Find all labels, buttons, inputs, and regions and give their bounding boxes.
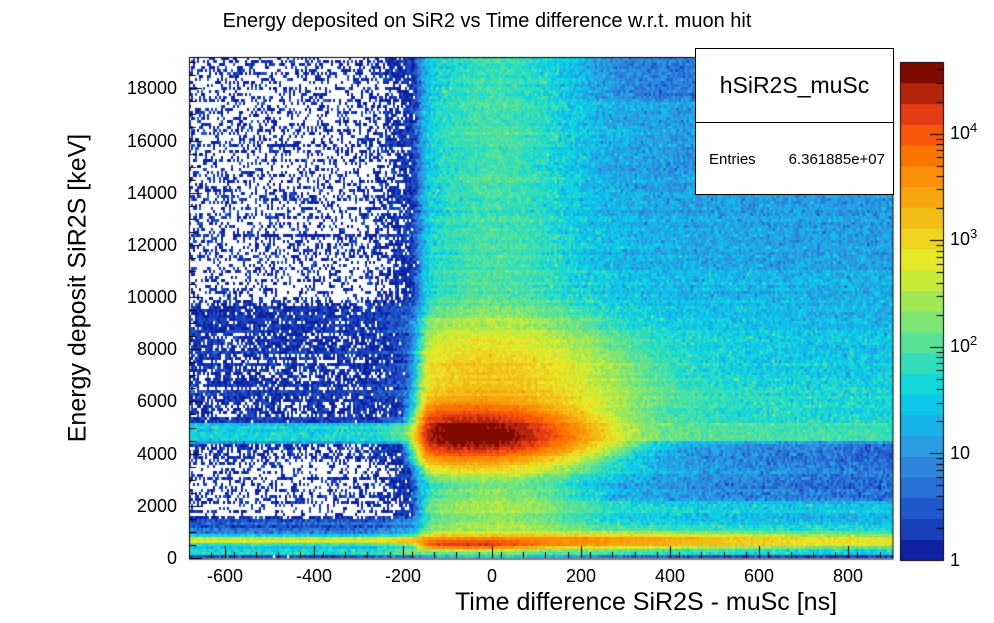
x-tick-label: 0 xyxy=(486,566,497,586)
z-tick-label: 102 xyxy=(950,333,978,356)
x-tick-label: -200 xyxy=(384,566,422,586)
y-tick-label: 12000 xyxy=(126,235,177,255)
z-tick-label: 1 xyxy=(950,550,961,570)
x-tick-label: 600 xyxy=(743,566,775,586)
y-tick-label: 4000 xyxy=(136,444,177,464)
stats-box: hSiR2S_muSc Entries 6.361885e+07 xyxy=(695,48,894,195)
x-tick-label: 400 xyxy=(654,566,686,586)
x-tick-label: -400 xyxy=(295,566,333,586)
y-tick-label: 18000 xyxy=(126,78,177,98)
stats-entries-label: Entries xyxy=(709,150,756,168)
y-tick-label: 0 xyxy=(166,548,177,568)
z-tick-label: 103 xyxy=(950,226,978,249)
y-tick-label: 8000 xyxy=(136,339,177,359)
x-tick-label: 200 xyxy=(565,566,597,586)
z-tick-label: 104 xyxy=(950,120,978,143)
x-tick-label: 800 xyxy=(832,566,864,586)
chart-title: Energy deposited on SiR2 vs Time differe… xyxy=(222,10,752,32)
y-tick-label: 10000 xyxy=(126,287,177,307)
stats-box-title: hSiR2S_muSc xyxy=(696,49,893,123)
stats-entries-row: Entries 6.361885e+07 xyxy=(696,123,893,195)
y-tick-label: 16000 xyxy=(126,131,177,151)
y-axis-title: Energy deposit SiR2S [keV] xyxy=(63,133,92,443)
y-tick-label: 6000 xyxy=(136,391,177,411)
x-axis-title: Time difference SiR2S - muSc [ns] xyxy=(454,588,838,616)
x-tick-label: -600 xyxy=(206,566,244,586)
z-tick-label: 10 xyxy=(950,443,971,463)
stats-entries-value: 6.361885e+07 xyxy=(788,150,885,168)
y-tick-label: 2000 xyxy=(136,496,177,516)
y-tick-label: 14000 xyxy=(126,183,177,203)
